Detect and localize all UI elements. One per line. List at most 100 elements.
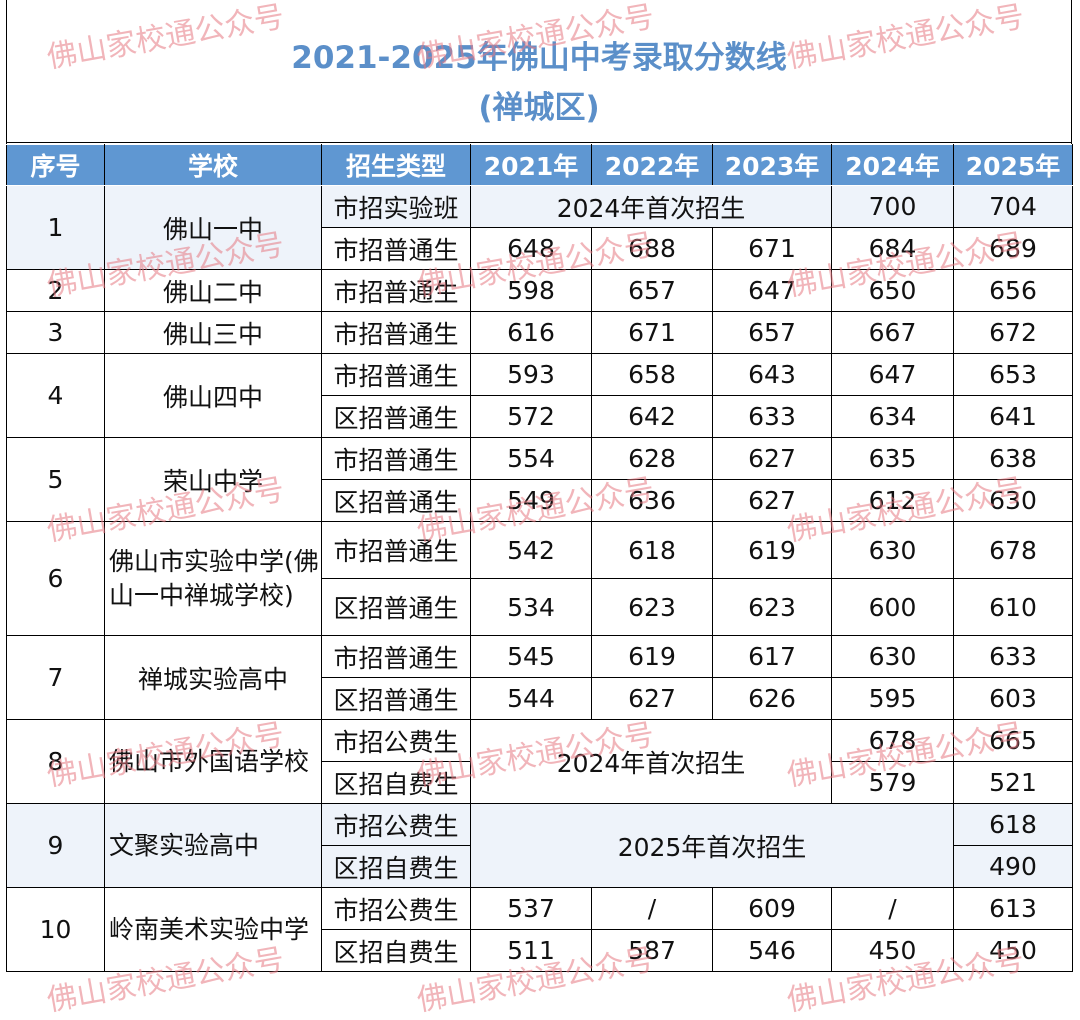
enroll-type: 区招自费生 — [321, 845, 471, 888]
enroll-type: 市招普通生 — [321, 521, 471, 579]
school-name: 佛山三中 — [104, 311, 322, 354]
score-2025: 638 — [953, 437, 1073, 480]
score-2024: 667 — [831, 311, 954, 354]
score-2023: 647 — [712, 269, 832, 312]
row-no: 3 — [6, 311, 105, 354]
table-row: 区招普通生 534 623 623 600 610 — [7, 578, 1073, 636]
header-school: 学校 — [104, 144, 322, 186]
score-2022: / — [591, 887, 713, 930]
score-2025: 630 — [953, 479, 1073, 522]
score-2023: 671 — [712, 227, 832, 270]
table-row: 区招普通生 544 627 626 595 603 — [7, 677, 1073, 720]
header-type: 招生类型 — [321, 144, 471, 186]
school-name: 佛山市外国语学校 — [104, 719, 322, 804]
row-no: 2 — [6, 269, 105, 312]
score-2024: 612 — [831, 479, 954, 522]
row-no: 6 — [6, 521, 105, 636]
first-enroll-note: 2024年首次招生 — [470, 185, 832, 228]
score-2024: 630 — [831, 521, 954, 579]
score-2021: 554 — [470, 437, 592, 480]
enroll-type: 区招普通生 — [321, 677, 471, 720]
school-name: 佛山一中 — [104, 185, 322, 270]
score-2023: 609 — [712, 887, 832, 930]
header-row: 序号 学校 招生类型 2021年 2022年 2023年 2024年 2025年 — [6, 144, 1073, 186]
row-no: 9 — [6, 803, 105, 888]
score-2025: 641 — [953, 395, 1073, 438]
score-2024: 650 — [831, 269, 954, 312]
score-2022: 642 — [591, 395, 713, 438]
header-2021: 2021年 — [470, 144, 592, 186]
score-2024: 579 — [831, 761, 954, 804]
row-no: 10 — [6, 887, 105, 972]
enroll-type: 市招普通生 — [321, 227, 471, 270]
row-no: 8 — [6, 719, 105, 804]
score-2023: 626 — [712, 677, 832, 720]
score-2022: 671 — [591, 311, 713, 354]
enroll-type: 市招普通生 — [321, 269, 471, 312]
enroll-type: 区招自费生 — [321, 929, 471, 972]
score-2021: 593 — [470, 353, 592, 396]
table-row: 区招自费生 511 587 546 450 450 — [7, 929, 1073, 972]
score-2023: 617 — [712, 635, 832, 678]
enroll-type: 市招实验班 — [321, 185, 471, 228]
enroll-type: 市招普通生 — [321, 635, 471, 678]
score-table: 序号 学校 招生类型 2021年 2022年 2023年 2024年 2025年… — [6, 144, 1073, 972]
title-line-1: 2021-2025年佛山中考录取分数线 — [291, 40, 787, 76]
header-2024: 2024年 — [831, 144, 954, 186]
score-2024: 450 — [831, 929, 954, 972]
enroll-type: 区招普通生 — [321, 479, 471, 522]
score-2025: 653 — [953, 353, 1073, 396]
table-row: 6 佛山市实验中学(佛山一中禅城学校) 市招普通生 542 618 619 63… — [6, 521, 1073, 636]
score-2025: 656 — [953, 269, 1073, 312]
table-row: 2 佛山二中 市招普通生 598 657 647 650 656 — [6, 269, 1073, 312]
enroll-type: 区招自费生 — [321, 761, 471, 804]
score-2023: 619 — [712, 521, 832, 579]
score-2022: 636 — [591, 479, 713, 522]
header-2022: 2022年 — [591, 144, 713, 186]
score-2022: 628 — [591, 437, 713, 480]
table-row: 区招普通生 549 636 627 612 630 — [7, 479, 1073, 522]
score-2021: 549 — [470, 479, 592, 522]
school-name: 荣山中学 — [104, 437, 322, 522]
enroll-type: 区招普通生 — [321, 395, 471, 438]
score-2021: 537 — [470, 887, 592, 930]
score-2024: 600 — [831, 578, 954, 636]
score-2021: 616 — [470, 311, 592, 354]
score-2024: 635 — [831, 437, 954, 480]
header-no: 序号 — [6, 144, 105, 186]
score-2021: 598 — [470, 269, 592, 312]
school-name: 文聚实验高中 — [104, 803, 322, 888]
table-row: 市招普通生 648 688 671 684 689 — [7, 227, 1073, 270]
score-2025: 704 — [953, 185, 1073, 228]
enroll-type: 市招公费生 — [321, 719, 471, 762]
table-row: 10 岭南美术实验中学 市招公费生 537 / 609 / 613 — [6, 887, 1073, 972]
table-row: 8 佛山市外国语学校 市招公费生 2024年首次招生 678 665 — [6, 719, 1073, 804]
table-row: 5 荣山中学 市招普通生 554 628 627 635 638 — [6, 437, 1073, 522]
score-2022: 618 — [591, 521, 713, 579]
score-2021: 511 — [470, 929, 592, 972]
score-2024: 595 — [831, 677, 954, 720]
table-row: 区招普通生 572 642 633 634 641 — [7, 395, 1073, 438]
score-2022: 657 — [591, 269, 713, 312]
score-2025: 665 — [953, 719, 1073, 762]
score-2024: / — [831, 887, 954, 930]
enroll-type: 市招普通生 — [321, 311, 471, 354]
score-2024: 647 — [831, 353, 954, 396]
score-2022: 619 — [591, 635, 713, 678]
score-2021: 534 — [470, 578, 592, 636]
score-2023: 643 — [712, 353, 832, 396]
enroll-type: 市招普通生 — [321, 437, 471, 480]
school-name: 佛山四中 — [104, 353, 322, 438]
score-2021: 544 — [470, 677, 592, 720]
score-2025: 672 — [953, 311, 1073, 354]
enroll-type: 区招普通生 — [321, 578, 471, 636]
score-2025: 678 — [953, 521, 1073, 579]
row-no: 1 — [6, 185, 105, 270]
table-row: 4 佛山四中 市招普通生 593 658 643 647 653 — [6, 353, 1073, 438]
score-2025: 521 — [953, 761, 1073, 804]
school-name: 佛山市实验中学(佛山一中禅城学校) — [104, 521, 322, 636]
score-2022: 627 — [591, 677, 713, 720]
score-2024: 634 — [831, 395, 954, 438]
page-title: 2021-2025年佛山中考录取分数线 (禅城区) — [6, 0, 1072, 143]
score-2022: 688 — [591, 227, 713, 270]
